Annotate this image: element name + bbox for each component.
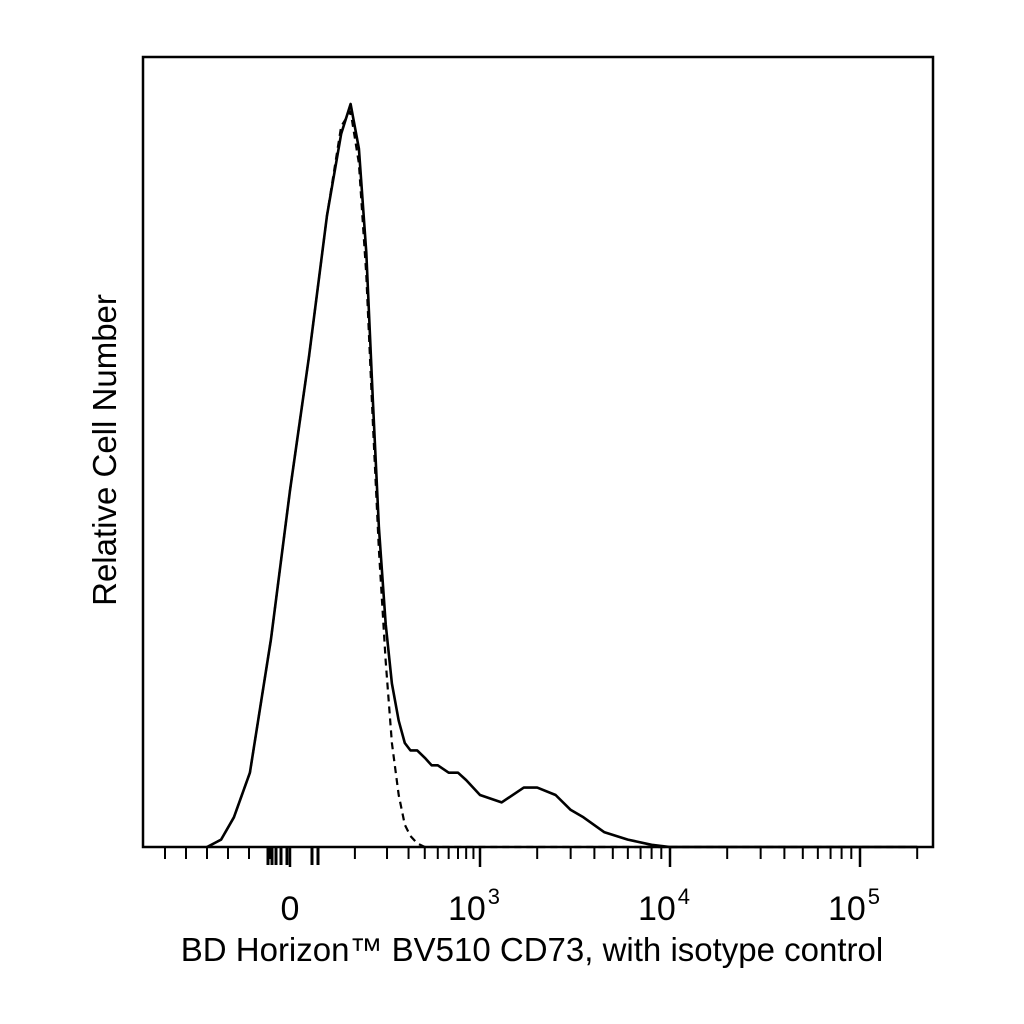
x-axis-title: BD Horizon™ BV510 CD73, with isotype con… xyxy=(181,931,883,968)
y-axis-title: Relative Cell Number xyxy=(86,294,123,606)
x-axis-tick-labels: 0 103 104 105 xyxy=(281,884,881,928)
isotype-control-line xyxy=(206,110,918,849)
plot-frame xyxy=(141,55,935,849)
x-tick-label: 103 xyxy=(448,884,500,928)
series-layer xyxy=(206,102,918,849)
x-tick-label: 0 xyxy=(281,890,300,928)
x-tick-label: 105 xyxy=(828,884,880,928)
cd73-line xyxy=(206,102,918,849)
x-tick-label: 104 xyxy=(638,884,690,928)
x-axis-major-ticks xyxy=(288,847,862,867)
x-axis-minor-ticks xyxy=(164,847,919,865)
